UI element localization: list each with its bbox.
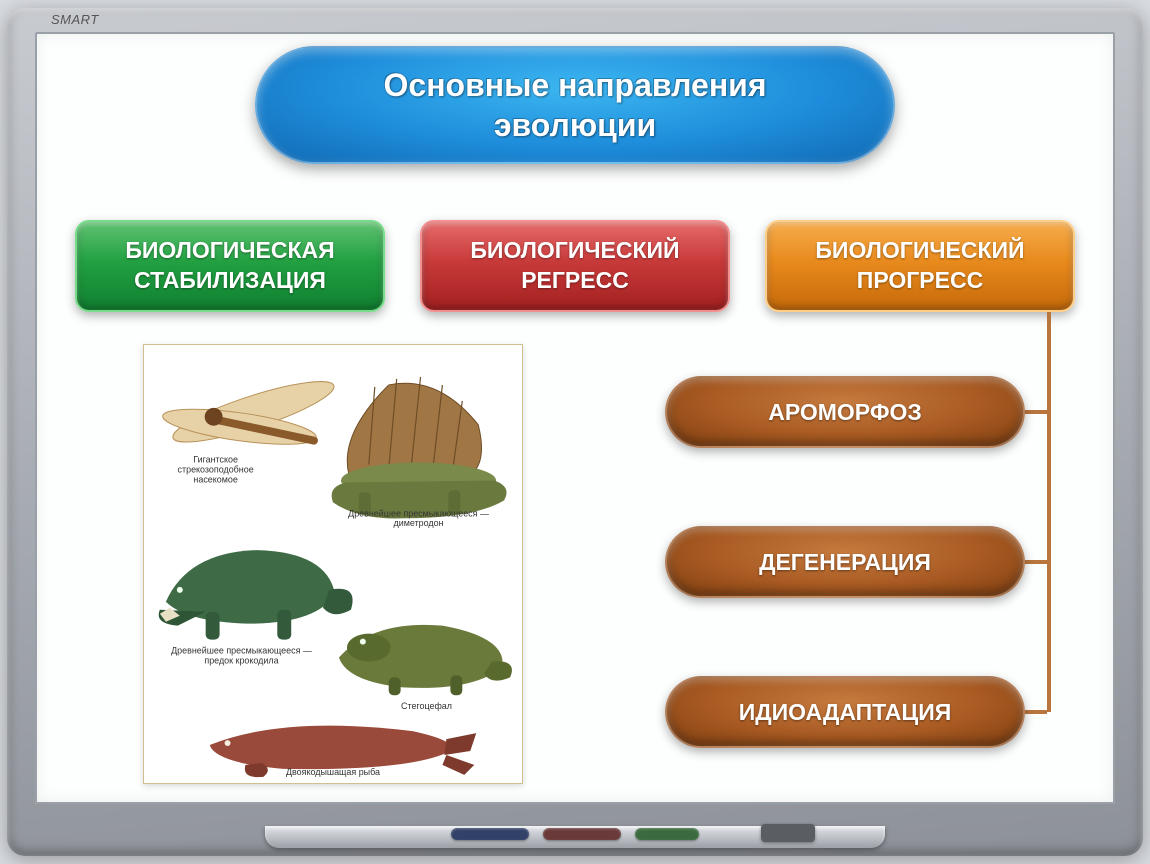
eraser [761,824,815,842]
connector-stub [1025,560,1047,564]
cap-dragonfly-1: Гигантское [193,455,238,465]
cap-croc-2: предок крокодила [204,655,278,665]
cap-lungfish: Двоякодышащая рыба [286,767,380,777]
progress-oval-0: АРОМОРФОЗ [665,376,1025,448]
organisms-illustration: Гигантское стрекозоподобное насекомое [143,344,523,784]
marker-tray [265,808,885,848]
whiteboard-surface: Основные направления эволюции БИОЛОГИЧЕС… [35,32,1115,804]
category-stabilization: БИОЛОГИЧЕСКАЯ СТАБИЛИЗАЦИЯ [75,220,385,312]
cat-red-l2: РЕГРЕСС [521,266,629,296]
brand-label: SMART [51,12,99,27]
category-row: БИОЛОГИЧЕСКАЯ СТАБИЛИЗАЦИЯ БИОЛОГИЧЕСКИЙ… [75,220,1075,312]
cat-red-l1: БИОЛОГИЧЕСКИЙ [470,236,679,266]
category-regress: БИОЛОГИЧЕСКИЙ РЕГРЕСС [420,220,730,312]
tray-shelf [265,826,885,848]
progress-branches: АРОМОРФОЗ ДЕГЕНЕРАЦИЯ ИДИОАДАПТАЦИЯ [639,312,1069,772]
progress-oval-1: ДЕГЕНЕРАЦИЯ [665,526,1025,598]
title-oval: Основные направления эволюции [255,46,895,164]
marker-brown [543,828,621,840]
cap-stego: Стегоцефал [401,701,452,711]
marker-green [635,828,699,840]
marker-blue [451,828,529,840]
cap-dimetrodon-1: Древнейшее пресмыкающееся — [348,508,489,518]
connector-stub [1025,710,1047,714]
cat-orange-l2: ПРОГРЕСС [857,266,983,296]
connector-stub [1025,410,1047,414]
title-line1: Основные направления [384,65,767,105]
connector-vertical [1047,312,1051,712]
smartboard-frame: SMART Основные направления эволюции БИОЛ… [7,8,1143,856]
cap-croc-1: Древнейшее пресмыкающееся — [171,646,312,656]
markers [451,828,699,840]
category-progress: БИОЛОГИЧЕСКИЙ ПРОГРЕСС [765,220,1075,312]
cap-dragonfly-2: стрекозоподобное [178,464,254,474]
cat-orange-l1: БИОЛОГИЧЕСКИЙ [815,236,1024,266]
title-line2: эволюции [494,105,656,145]
cap-dragonfly-3: насекомое [193,474,237,484]
organisms-svg: Гигантское стрекозоподобное насекомое [144,345,522,783]
progress-oval-2: ИДИОАДАПТАЦИЯ [665,676,1025,748]
cat-green-l2: СТАБИЛИЗАЦИЯ [134,266,326,296]
cap-dimetrodon-2: диметродон [394,518,444,528]
cat-green-l1: БИОЛОГИЧЕСКАЯ [125,236,334,266]
